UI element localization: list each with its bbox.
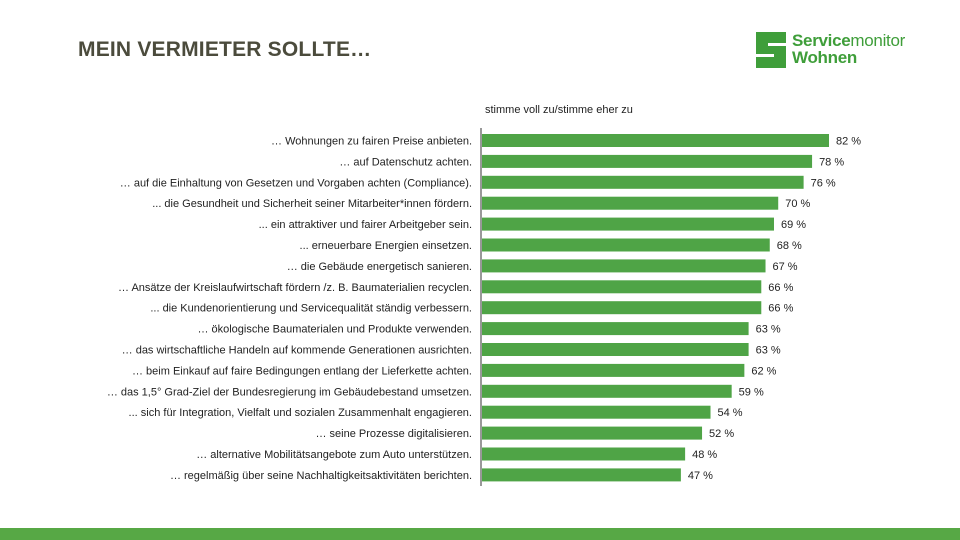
logo-text-line1: Servicemonitor <box>792 31 905 50</box>
bar <box>482 175 804 189</box>
bar <box>482 468 681 482</box>
value-label: 66 % <box>768 282 793 294</box>
bar <box>482 447 686 461</box>
bar <box>482 154 813 168</box>
bar <box>482 134 829 147</box>
value-label: 63 % <box>756 345 781 357</box>
value-label: 52 % <box>709 428 734 440</box>
value-label: 47 % <box>688 470 713 482</box>
category-label: ... erneuerbare Energien einsetzen. <box>300 240 472 252</box>
bar <box>482 384 732 398</box>
value-label: 62 % <box>751 365 776 377</box>
category-label: … die Gebäude energetisch sanieren. <box>287 261 472 273</box>
category-label: … ökologische Baumaterialen und Produkte… <box>197 324 472 336</box>
logo-text-line2: Wohnen <box>792 48 857 67</box>
servicemonitor-logo-icon <box>756 32 786 68</box>
value-label: 78 % <box>819 156 844 168</box>
category-label: … das wirtschaftliche Handeln auf kommen… <box>122 345 472 357</box>
bar <box>482 217 774 231</box>
bar <box>482 301 762 315</box>
servicemonitor-logo: Servicemonitor Wohnen <box>754 30 934 70</box>
category-label: … auf die Einhaltung von Gesetzen und Vo… <box>120 177 472 189</box>
value-label: 67 % <box>773 261 798 273</box>
category-label: ... die Gesundheit und Sicherheit seiner… <box>152 198 472 210</box>
bar <box>482 343 749 356</box>
category-label: ... die Kundenorientierung und Servicequ… <box>150 303 472 315</box>
bar <box>482 280 762 294</box>
category-label: … alternative Mobilitätsangebote zum Aut… <box>196 449 472 461</box>
category-label: … auf Datenschutz achten. <box>339 156 472 168</box>
chart-legend-label: stimme voll zu/stimme eher zu <box>485 104 633 116</box>
bar <box>482 405 711 419</box>
value-label: 63 % <box>756 324 781 336</box>
value-label: 76 % <box>811 177 836 189</box>
value-label: 69 % <box>781 219 806 231</box>
category-label: … beim Einkauf auf faire Bedingungen ent… <box>132 365 472 377</box>
value-label: 54 % <box>718 407 743 419</box>
category-label: … seine Prozesse digitalisieren. <box>315 428 472 440</box>
category-label: … das 1,5° Grad-Ziel der Bundesregierung… <box>107 386 472 398</box>
bar <box>482 196 779 210</box>
bottom-accent-bar <box>0 528 960 540</box>
value-label: 82 % <box>836 136 861 148</box>
value-label: 68 % <box>777 240 802 252</box>
value-label: 70 % <box>785 198 810 210</box>
bar <box>482 426 703 440</box>
category-label: ... sich für Integration, Vielfalt und s… <box>129 407 472 419</box>
value-label: 66 % <box>768 303 793 315</box>
bar <box>482 363 745 377</box>
category-label: ... ein attraktiver und fairer Arbeitgeb… <box>259 219 472 231</box>
category-label: … Wohnungen zu fairen Preise anbieten. <box>271 136 472 148</box>
value-label: 48 % <box>692 449 717 461</box>
bar <box>482 259 766 273</box>
category-label: … Ansätze der Kreislaufwirtschaft förder… <box>118 282 472 294</box>
bar <box>482 238 770 252</box>
category-label: … regelmäßig über seine Nachhaltigkeitsa… <box>170 470 472 482</box>
page-title: MEIN VERMIETER SOLLTE… <box>78 38 372 61</box>
value-label: 59 % <box>739 386 764 398</box>
bar <box>482 322 749 336</box>
